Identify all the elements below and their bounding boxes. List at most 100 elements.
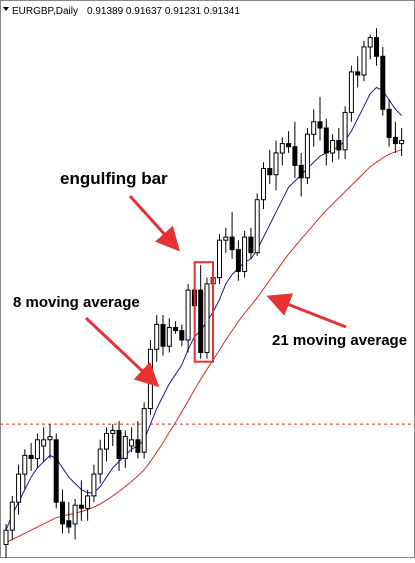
candle <box>279 137 285 166</box>
ma21-line <box>5 149 402 544</box>
candle-body-bull <box>261 168 266 201</box>
candle-body-bull <box>72 504 78 525</box>
candle <box>110 424 116 446</box>
candle-body-bull <box>97 448 103 475</box>
candle-body-bear <box>380 55 386 110</box>
candle-body-bull <box>330 140 336 154</box>
candle-body-bull <box>342 111 348 151</box>
candle <box>85 489 91 521</box>
engulfing-bar-label: engulfing bar <box>60 169 168 188</box>
candle <box>135 421 141 459</box>
ma8-line <box>5 86 402 531</box>
candle-body-bear <box>160 323 166 347</box>
candle <box>22 449 28 490</box>
candle-body-bear <box>78 504 84 509</box>
candle <box>9 495 15 540</box>
candle <box>204 277 210 359</box>
candle-body-bull <box>361 46 367 76</box>
candle <box>348 65 354 122</box>
candle-body-bull <box>166 327 172 347</box>
candle <box>185 283 191 353</box>
candle <box>78 480 84 521</box>
candle <box>154 315 160 362</box>
ohlc-values: 0.91389 0.91637 0.91231 0.91341 <box>87 6 240 17</box>
candle <box>34 433 40 468</box>
candle-body-bear <box>317 121 323 129</box>
candle-body-bull <box>85 495 91 509</box>
candle <box>3 523 9 562</box>
candle-body-bear <box>66 520 72 528</box>
ma21-label: 21 moving average <box>272 332 407 349</box>
candle-body-bear <box>336 140 342 151</box>
ma8-label: 8 moving average <box>13 294 140 311</box>
candle <box>261 162 266 210</box>
candle <box>267 149 273 185</box>
candle <box>198 265 204 359</box>
candle-body-bear <box>292 146 298 166</box>
dropdown-triangle-icon[interactable] <box>3 7 9 11</box>
candle-body-bear <box>116 429 122 459</box>
candle-body-bull <box>399 140 405 145</box>
candle-body-bull <box>47 436 53 441</box>
candle-body-bull <box>104 433 109 450</box>
candle <box>28 442 34 471</box>
candle-body-bull <box>348 71 354 113</box>
candle <box>380 46 386 116</box>
candle <box>160 315 166 356</box>
candle <box>116 421 122 471</box>
candle-body-bull <box>91 473 97 497</box>
candle <box>367 34 373 60</box>
candle <box>317 96 323 141</box>
candle <box>286 131 292 153</box>
candle-body-bull <box>242 236 248 272</box>
candle <box>16 464 22 515</box>
candle <box>235 240 241 281</box>
candle-body-bear <box>392 136 398 145</box>
candle <box>242 230 248 278</box>
engulfing-bar-highlight <box>193 261 214 363</box>
candle <box>166 318 172 353</box>
candle <box>53 433 59 509</box>
candle <box>355 56 361 88</box>
candle <box>217 234 222 284</box>
candle-body-bull <box>34 439 40 459</box>
candle-body-bear <box>229 236 235 251</box>
candle-body-bull <box>273 152 279 176</box>
candle <box>311 109 317 147</box>
candle <box>91 464 97 503</box>
candle <box>323 118 329 166</box>
candle-body-bull <box>254 199 260 254</box>
candle <box>97 439 103 484</box>
candle <box>330 134 336 163</box>
candle-body-bear <box>286 143 292 148</box>
candle <box>248 227 254 259</box>
candle <box>361 40 367 82</box>
candle-body-bear <box>248 236 254 254</box>
candle <box>173 321 179 334</box>
candle <box>392 121 398 153</box>
candle-body-bear <box>179 330 185 341</box>
candle-body-bear <box>323 127 329 154</box>
candle <box>336 128 342 160</box>
candle-body-bull <box>279 143 285 154</box>
candle <box>273 140 279 191</box>
candle <box>399 128 405 157</box>
candle-body-bear <box>28 454 34 459</box>
candle-body-bull <box>129 439 135 447</box>
candle-body-bear <box>235 249 241 272</box>
candle <box>179 324 185 347</box>
candle-body-bull <box>41 439 47 447</box>
candle <box>104 427 109 462</box>
candle-body-bear <box>53 439 59 503</box>
candle <box>386 99 392 147</box>
candle-body-bull <box>141 408 147 453</box>
candle-body-bull <box>110 429 116 434</box>
candle <box>374 28 379 66</box>
ma21-arrow <box>266 293 347 329</box>
candle-body-bear <box>355 71 361 76</box>
candle-body-bear <box>386 108 392 138</box>
candle-body-bull <box>122 436 128 459</box>
candle-body-bull <box>9 501 15 531</box>
